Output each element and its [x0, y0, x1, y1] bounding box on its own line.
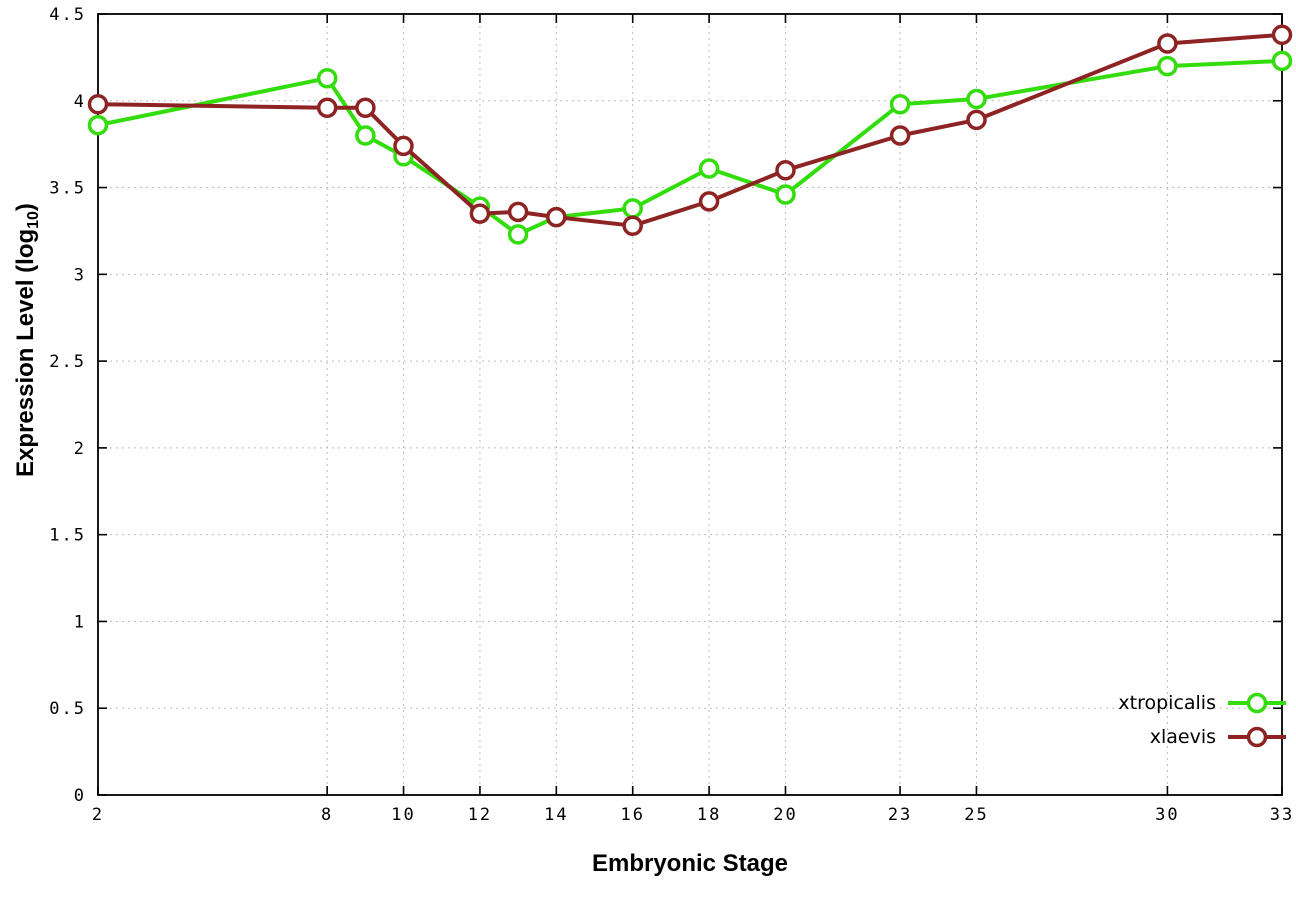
xlaevis-marker — [966, 109, 987, 131]
y-tick-label: 4 — [74, 92, 86, 112]
xlaevis-marker — [87, 93, 109, 115]
x-axis-title: Embryonic Stage — [591, 850, 789, 877]
y-tick-label: 2.5 — [49, 352, 86, 372]
xlaevis-marker — [1271, 24, 1293, 46]
xlaevis-marker — [1157, 33, 1178, 54]
xtropicalis-marker — [1157, 55, 1178, 77]
legend-label-xlaevis: xlaevis — [1149, 726, 1216, 748]
xtropicalis-marker — [1271, 50, 1293, 72]
xlaevis-marker — [698, 191, 720, 212]
y-axis-title: Expression Level (log10) — [12, 203, 42, 477]
x-tick-label: 2 — [92, 805, 104, 825]
x-tick-label: 8 — [321, 805, 333, 825]
xlaevis-marker — [622, 215, 643, 236]
x-tick-label: 30 — [1155, 805, 1179, 825]
xtropicalis-marker — [622, 198, 643, 219]
xlaevis-marker — [507, 201, 529, 223]
xlaevis-marker — [469, 203, 491, 224]
xtropicalis-marker — [775, 184, 796, 205]
x-tick-label: 14 — [544, 805, 568, 825]
xlaevis-marker — [316, 97, 338, 118]
xlaevis-marker — [393, 135, 414, 157]
xtropicalis-marker — [698, 158, 720, 179]
xlaevis-marker — [889, 125, 911, 146]
legend-circle-marker — [1246, 692, 1268, 714]
legend-item-xtropicalis: xtropicalis — [1118, 686, 1288, 720]
y-tick-label: 0 — [74, 786, 86, 806]
x-tick-label: 23 — [888, 805, 912, 825]
x-tick-label: 16 — [620, 805, 644, 825]
x-tick-label: 25 — [964, 805, 988, 825]
xtropicalis-marker — [87, 114, 109, 136]
y-tick-label: 1.5 — [49, 526, 86, 546]
xtropicalis-marker — [355, 125, 376, 146]
y-tick-label: 2 — [74, 439, 86, 459]
xtropicalis-marker — [966, 88, 987, 110]
x-tick-label: 20 — [773, 805, 797, 825]
xlaevis-marker — [546, 206, 567, 228]
legend: xtropicalis xlaevis — [1118, 686, 1288, 754]
y-tick-label: 4.5 — [49, 5, 86, 25]
x-tick-label: 33 — [1270, 805, 1294, 825]
series-xlaevis — [87, 24, 1293, 236]
legend-item-xlaevis: xlaevis — [1118, 720, 1288, 754]
x-tick-label: 10 — [391, 805, 415, 825]
y-axis-title-suffix: ) — [12, 203, 39, 212]
xtropicalis-marker — [316, 67, 338, 89]
gridlines — [98, 14, 1282, 795]
x-tick-label: 18 — [697, 805, 721, 825]
y-tick-label: 3.5 — [49, 179, 86, 199]
legend-sample-xlaevis — [1228, 726, 1286, 748]
y-tick-label: 3 — [74, 265, 86, 285]
xlaevis-marker — [355, 97, 376, 118]
series-xtropicalis — [87, 50, 1293, 245]
legend-label-xtropicalis: xtropicalis — [1118, 692, 1216, 714]
xtropicalis-marker — [507, 224, 529, 245]
legend-circle-marker — [1246, 726, 1268, 748]
tick-labels: 0 0.5 1 1.5 2 2.5 3 3.5 4 4.5 2 8 10 12 14 16 18 20 23 25 30… — [49, 5, 1294, 825]
axis-ticks — [97, 13, 1283, 796]
plot-border — [97, 13, 1283, 796]
y-axis-title-subscript: 10 — [25, 211, 42, 229]
x-tick-label: 12 — [468, 805, 492, 825]
xtropicalis-marker — [889, 93, 911, 115]
xlaevis-marker — [775, 159, 796, 181]
y-axis-title-text: Expression Level (log — [12, 228, 39, 477]
y-tick-label: 0.5 — [49, 699, 86, 719]
legend-sample-xtropicalis — [1228, 692, 1286, 714]
xlaevis-line — [96, 32, 1284, 228]
y-tick-label: 1 — [74, 612, 86, 632]
